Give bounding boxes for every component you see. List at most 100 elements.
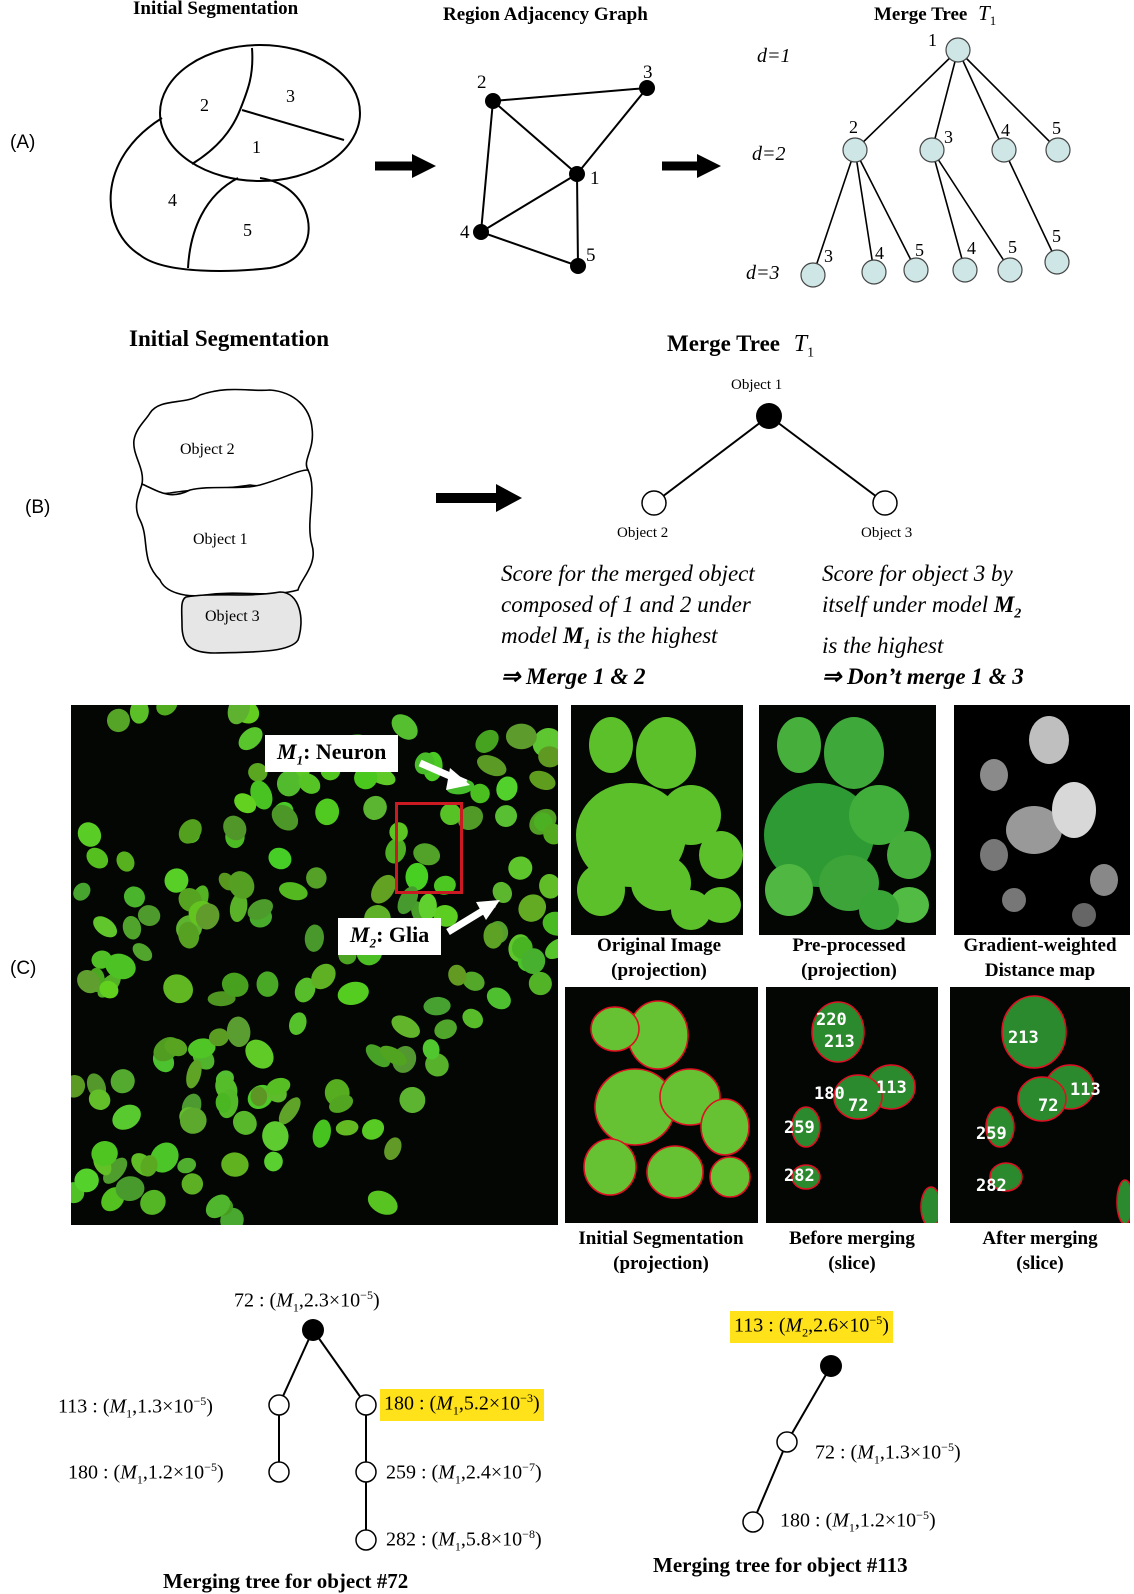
tree113-root-node [820,1355,842,1377]
cell-blob [99,980,119,999]
cell-blob [1072,903,1096,927]
cell-blob [646,1145,704,1199]
cell-id-label: 113 [1070,1080,1101,1100]
cell-blob [186,1059,202,1089]
cell-id-label: 259 [976,1124,1007,1144]
cell-blob [250,1086,268,1107]
cell-blob [103,1157,128,1184]
cell-blob [93,916,118,938]
cell-blob [105,953,136,980]
b-tree-root-label: Object 1 [731,377,783,393]
cell-blob [73,882,91,901]
cell-blob [989,1162,1023,1192]
rag-node-label: 5 [586,245,596,266]
cell-blob [859,890,899,930]
caption-after: After merging (slice) [982,1228,1098,1274]
cell-blob [178,921,200,949]
cell-blob [208,1028,229,1047]
cell-blob [661,785,721,845]
cell-blob [234,793,257,814]
cell-blob [521,948,546,974]
cell-blob [271,804,299,831]
cell-blob [462,971,485,991]
cell-id-label: 282 [976,1176,1007,1196]
region-ellipse [159,44,361,182]
cell-blob [250,780,273,810]
cell-blob [539,873,558,899]
cell-blob [140,1189,166,1215]
tree72-left2-label: 180 : (M1,1.2×10−5) [68,1460,224,1487]
cell-id-label: 220 [816,1010,847,1030]
a-title-rag: Region Adjacency Graph [443,4,648,25]
cell-blob [422,1039,440,1060]
cell-blob [887,831,931,879]
cell-blob [365,1044,391,1068]
tree-node-label: 5 [1052,226,1061,246]
depth-label: d=3 [746,262,780,284]
cell-blob [335,1120,359,1136]
cell-blob [221,1152,249,1177]
cell-blob [543,823,558,845]
cell-blob [315,798,340,826]
cell-blob [337,981,369,1006]
tree-node-label: 4 [1001,120,1010,140]
cell-id-label: 72 [1038,1096,1058,1116]
tree-node-label: 5 [915,240,924,260]
tree72-root-label: 72 : (M1,2.3×10−5) [234,1288,380,1315]
cell-blob [266,1077,291,1096]
region-label: 4 [168,190,177,210]
caption-distance-map: Gradient-weighted Distance map [963,935,1117,981]
panel-after-merging: 213 72 113 259 282 [950,987,1130,1223]
b-tree-left-label: Object 2 [617,525,669,541]
cell-blob [181,1173,204,1195]
cell-blob [363,795,387,820]
depth-label: d=1 [757,45,791,67]
cell-blob [980,759,1008,791]
cell-blob [583,1138,637,1196]
cell-blob [413,843,441,866]
cell-blob [226,1016,251,1047]
cell-blob [264,1151,283,1172]
cell-blob [791,1164,821,1190]
cell-blob [462,1008,483,1029]
rag-node-label: 2 [477,72,487,93]
cell-blob [475,729,499,753]
tree113-root-label: 113 : (M2,2.6×10−5) [730,1311,893,1343]
cell-blob [304,924,324,952]
cell-blob [492,881,512,904]
tree113-edges [752,1365,832,1523]
cell-blob [791,1106,821,1148]
cell-id-label: 213 [1008,1028,1039,1048]
cell-blob [833,1074,883,1120]
tree72-right3-label: 282 : (M1,5.8×10−8) [386,1527,542,1554]
cell-blob [391,1015,420,1038]
tree113-mid-label: 72 : (M1,1.3×10−5) [815,1440,961,1467]
cell-blob [700,1098,750,1156]
cell-blob [86,847,109,869]
b-score-right-text: Score for object 3 by itself under model… [822,561,1024,689]
roi-box [395,802,463,894]
cell-blob [329,1094,354,1113]
tree-node-label: 4 [875,243,884,263]
caption-initial-seg: Initial Segmentation (projection) [578,1228,744,1274]
b-tree-right-node [872,490,898,516]
callout-glia: M2: Glia [338,918,442,956]
tree113-caption: Merging tree for object #113 [653,1553,908,1577]
cell-blob [391,714,418,740]
cell-blob [1001,995,1067,1069]
region-label: 1 [252,137,261,157]
cell-blob [306,867,327,889]
cell-blob [701,887,741,923]
a-title-segmentation: Initial Segmentation [133,0,299,19]
cell-blob [1017,1076,1067,1122]
cell-blob [765,864,813,916]
cell-blob [91,1140,118,1167]
cell-blob [178,819,202,844]
cell-blob [423,996,451,1016]
cell-blob [457,806,484,831]
cell-blob [123,886,145,908]
cell-blob [221,972,249,997]
cell-blob [268,847,292,870]
b-tree-edges [653,415,886,504]
